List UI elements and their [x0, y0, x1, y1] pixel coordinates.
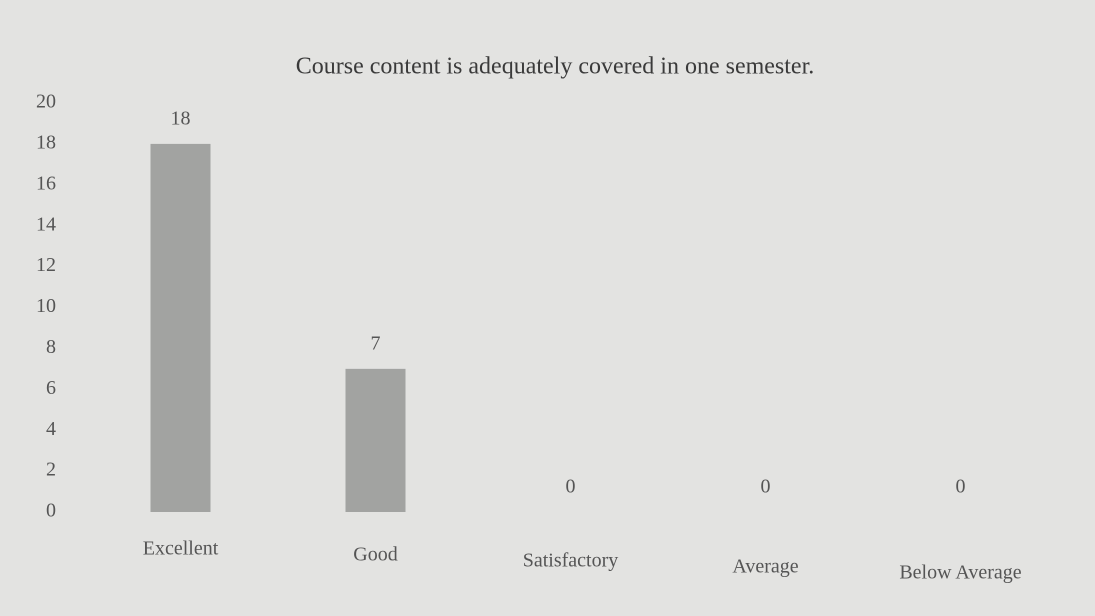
data-label: 18	[171, 107, 191, 129]
y-tick-label: 8	[46, 336, 56, 358]
data-label: 0	[761, 476, 771, 498]
data-label: 7	[371, 332, 381, 354]
x-tick-label: Excellent	[143, 538, 219, 560]
y-tick-label: 2	[46, 459, 56, 481]
data-label: 0	[566, 476, 576, 498]
x-tick-label: Below Average	[899, 562, 1021, 584]
y-tick-label: 4	[46, 418, 56, 440]
y-tick-label: 16	[36, 172, 56, 194]
chart-title: Course content is adequately covered in …	[296, 54, 815, 80]
y-tick-label: 18	[36, 131, 56, 153]
data-label: 0	[956, 476, 966, 498]
x-tick-label: Satisfactory	[523, 550, 619, 572]
bar	[150, 143, 211, 512]
x-tick-label: Good	[353, 544, 397, 566]
y-tick-label: 12	[36, 254, 56, 276]
x-tick-label: Average	[732, 556, 798, 578]
bar	[345, 368, 406, 512]
y-tick-label: 0	[46, 500, 56, 522]
y-tick-label: 10	[36, 295, 56, 317]
y-tick-label: 14	[36, 213, 56, 235]
y-tick-label: 6	[46, 377, 56, 399]
y-tick-label: 20	[36, 91, 56, 113]
